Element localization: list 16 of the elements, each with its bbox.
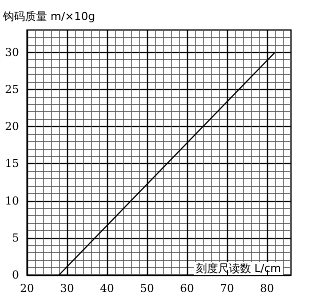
x-tick-label: 70 xyxy=(220,282,234,295)
x-tick-label: 80 xyxy=(260,282,274,295)
y-tick-label: 20 xyxy=(5,120,19,134)
y-tick-label: 25 xyxy=(5,82,19,96)
y-tick-label: 5 xyxy=(12,231,19,244)
x-axis-title: 刻度尺读数 L/cm xyxy=(196,262,281,275)
y-axis-title: 钩码质量 m/×10g xyxy=(2,10,96,23)
x-tick-label: 40 xyxy=(100,282,114,295)
x-tick-label: 30 xyxy=(60,282,74,295)
x-tick-label: 60 xyxy=(180,282,194,295)
x-tick-label: 50 xyxy=(140,282,154,295)
y-tick-label: 0 xyxy=(12,268,19,282)
x-tick-label: 20 xyxy=(20,282,34,295)
y-tick-label: 15 xyxy=(5,157,19,170)
y-tick-label: 30 xyxy=(5,46,19,59)
y-tick-label: 10 xyxy=(5,194,19,208)
